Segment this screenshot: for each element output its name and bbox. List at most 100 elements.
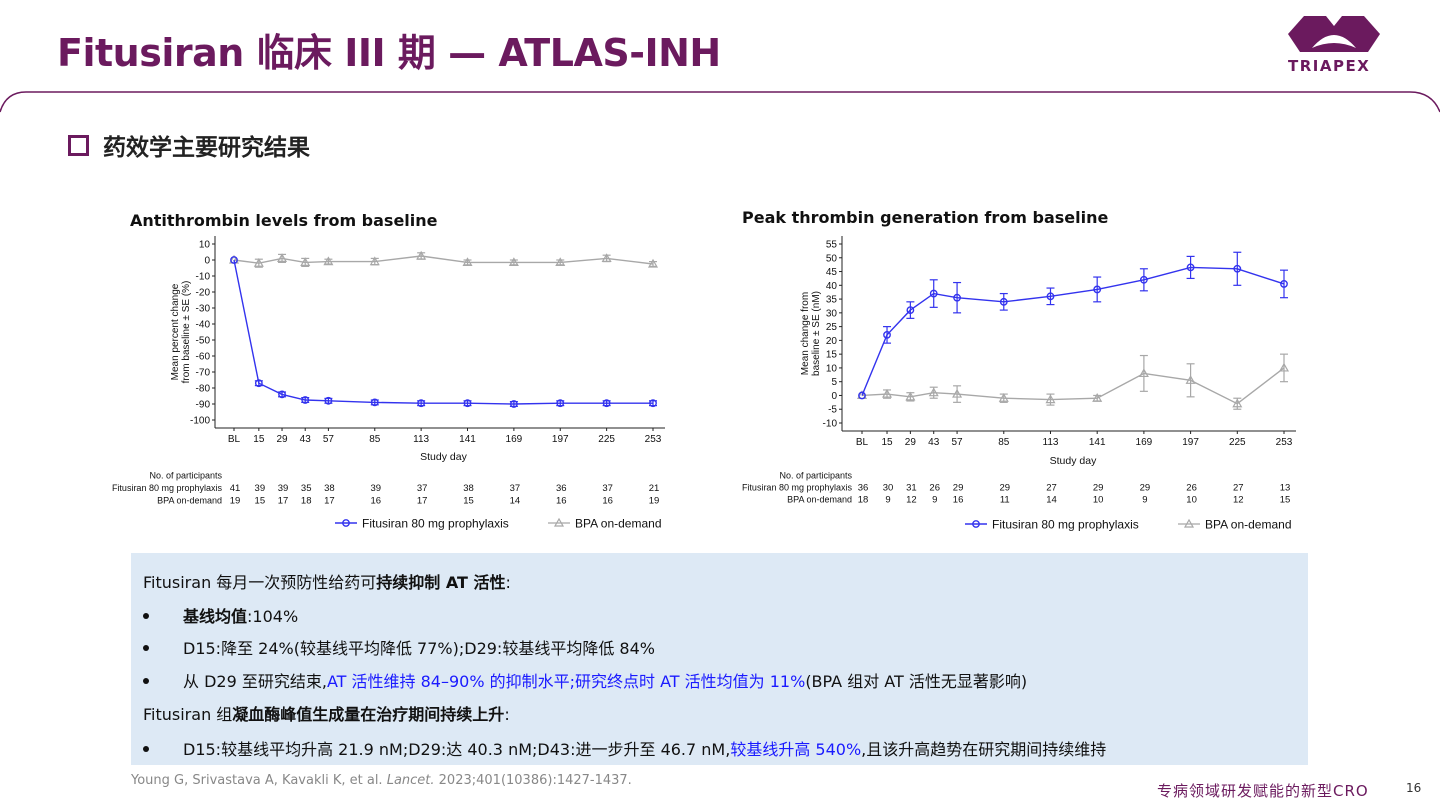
chart1-participants-count: 16	[556, 496, 567, 507]
chart1-legend-bpa-marker	[553, 517, 565, 527]
chart2-title: Peak thrombin generation from baseline	[742, 208, 1109, 227]
chart1-fitusiran-point	[417, 399, 426, 408]
chart1-participants-count: 18	[301, 496, 312, 507]
bullet-thrombin: D15:较基线平均升高 21.9 nM;D29:达 40.3 nM;D43:进一…	[143, 736, 1106, 760]
chart2-participants-row-label: BPA on-demand	[787, 495, 852, 505]
chart1-participants-count: 14	[510, 496, 521, 507]
chart1-participants-row-label: Fitusiran 80 mg prophylaxis	[112, 483, 223, 493]
chart2-participants-count: 26	[1186, 483, 1197, 494]
chart2-fitusiran-point	[1186, 263, 1195, 272]
chart2-y-tick-label: 20	[826, 336, 838, 347]
chart2-x-tick-label: 197	[1182, 437, 1199, 448]
chart2-participants-count: 26	[929, 483, 940, 494]
chart1-y-tick-label: -60	[196, 352, 211, 363]
chart2-legend-bpa-label: BPA on-demand	[1205, 518, 1292, 532]
chart1-participants-count: 15	[255, 496, 266, 507]
chart1-bpa-point	[601, 253, 612, 262]
chart1-fitusiran-point	[509, 400, 518, 408]
triapex-logo	[1288, 16, 1380, 52]
chart2-y-tick-label: 35	[826, 295, 838, 306]
chart2-bpa-point	[1185, 375, 1196, 384]
chart1-y-tick-label: -10	[196, 272, 211, 283]
chart1-y-tick-label: -30	[196, 304, 211, 315]
chart1-x-axis-label: Study day	[420, 451, 467, 463]
chart1-fitusiran-point	[649, 399, 657, 408]
chart1-participants-count: 41	[230, 483, 241, 494]
chart1-x-tick-label: BL	[228, 434, 241, 445]
chart2-bpa-point	[952, 388, 963, 398]
square-bullet-icon	[68, 135, 89, 156]
chart2-fitusiran-point	[1093, 285, 1102, 294]
chart1-participants-count: 16	[370, 496, 381, 507]
section-subtitle: 药效学主要研究结果	[68, 128, 310, 162]
chart1-bpa-line	[233, 255, 654, 265]
chart2-x-tick-label: 253	[1276, 437, 1293, 448]
chart2-fitusiran-line	[861, 266, 1285, 396]
chart2-x-tick-label: 57	[952, 437, 964, 448]
chart2-bpa-point	[1045, 394, 1056, 404]
chart1-participants-count: 38	[463, 483, 474, 494]
chart2-y-tick-label: 30	[826, 308, 838, 319]
chart1-participants-count: 37	[510, 483, 521, 494]
chart1-participants-count: 38	[324, 483, 335, 494]
chart1-title: Antithrombin levels from baseline	[130, 211, 438, 230]
chart2-participants-count: 16	[953, 495, 964, 506]
chart1-y-axis-label: Mean percent change	[170, 283, 181, 380]
bullet-icon	[143, 613, 149, 619]
chart2-participants-count: 13	[1280, 483, 1291, 494]
chart1-participants-count: 17	[278, 496, 289, 507]
chart2-x-tick-label: 141	[1089, 437, 1106, 448]
header-divider	[0, 91, 1440, 113]
chart1-bpa-point	[462, 257, 473, 266]
chart1-x-tick-label: 113	[413, 434, 429, 445]
bullet-icon	[143, 746, 149, 752]
chart1-x-tick-label: 29	[276, 434, 288, 445]
summary-box: Fitusiran 每月一次预防性给药可持续抑制 AT 活性: 基线均值:104…	[131, 553, 1308, 765]
chart2-participants-count: 11	[1000, 495, 1010, 506]
chart1-bpa-point	[276, 253, 288, 262]
chart1-participants-count: 36	[556, 483, 567, 494]
chart1-x-tick-label: 57	[323, 434, 335, 445]
chart1-legend-bpa-label: BPA on-demand	[575, 517, 662, 531]
chart1-x-tick-label: 141	[459, 434, 476, 445]
summary-heading-thrombin: Fitusiran 组凝血酶峰值生成量在治疗期间持续上升:	[143, 705, 510, 724]
chart1-participants-count: 39	[278, 483, 289, 494]
chart2-participants-count: 10	[1093, 495, 1104, 506]
chart2-participants-count: 36	[858, 483, 869, 494]
chart2-x-tick-label: 113	[1043, 437, 1059, 448]
page-number: 16	[1406, 781, 1422, 795]
chart2-fitusiran-point	[1280, 280, 1288, 288]
section-subtitle-text: 药效学主要研究结果	[103, 135, 310, 161]
chart2-x-tick-label: 43	[928, 437, 940, 448]
chart1-fitusiran-line	[233, 259, 653, 405]
chart1-participants-count: 35	[301, 483, 312, 494]
chart2-bpa-point	[1278, 362, 1290, 372]
chart1-y-axis-label: from baseline ± SE (%)	[181, 281, 192, 384]
chart2-participants-count: 9	[1142, 495, 1147, 506]
chart1-participants-count: 21	[649, 483, 660, 494]
chart1-participants-count: 19	[649, 496, 660, 507]
chart2-participants-count: 18	[858, 495, 869, 506]
chart2-participants-count: 9	[932, 495, 937, 506]
chart2-legend-fitusiran-label: Fitusiran 80 mg prophylaxis	[992, 518, 1139, 532]
chart2-fitusiran-point	[953, 293, 961, 302]
chart2-y-tick-label: 10	[826, 363, 838, 374]
chart1-x-tick-label: 43	[300, 434, 312, 445]
chart2-y-tick-label: 55	[826, 240, 838, 251]
chart1-fitusiran-point	[254, 379, 263, 388]
chart2-x-tick-label: 225	[1229, 437, 1246, 448]
chart1-participants-count: 39	[370, 483, 381, 494]
chart2-y-tick-label: 15	[826, 350, 838, 361]
chart2-participants-count: 27	[1046, 483, 1057, 494]
chart1-participants-row-label: BPA on-demand	[157, 496, 222, 506]
chart2-x-tick-label: 15	[881, 437, 893, 448]
chart1-legend-fitusiran-marker	[342, 519, 350, 527]
chart2-x-tick-label: BL	[856, 437, 869, 448]
chart2-x-tick-label: 29	[905, 437, 917, 448]
chart2-participants-label: No. of participants	[779, 471, 852, 481]
chart1-x-tick-label: 225	[598, 434, 615, 445]
chart1-participants-count: 37	[417, 483, 428, 494]
chart2-fitusiran-point	[883, 330, 891, 339]
chart1-bpa-point	[647, 258, 659, 268]
